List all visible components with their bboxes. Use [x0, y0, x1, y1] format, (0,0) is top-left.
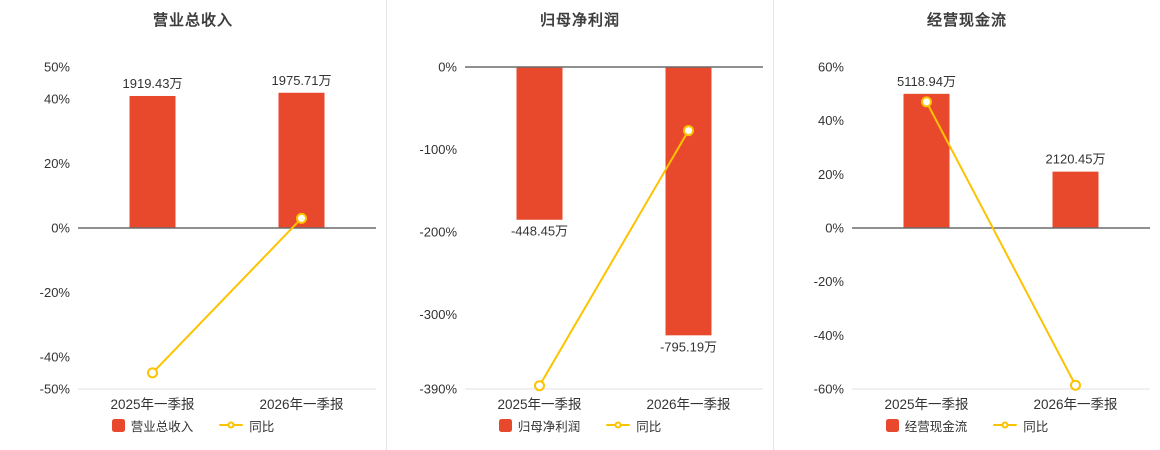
x-axis-label: 2026年一季报: [1033, 397, 1117, 412]
x-axis-label: 2025年一季报: [884, 397, 968, 412]
legend-item-yoy-series[interactable]: 同比: [606, 416, 661, 435]
y-axis-tick-label: -50%: [40, 382, 71, 397]
chart-title-operating-cashflow: 经营现金流: [926, 12, 1007, 29]
yoy-marker: [1070, 379, 1081, 391]
x-axis-label: 2026年一季报: [646, 397, 730, 412]
bar-value-label: 1919.43万: [123, 76, 183, 91]
y-axis-tick-label: -390%: [419, 382, 457, 397]
y-axis-tick-label: -20%: [814, 274, 845, 289]
x-axis-label: 2025年一季报: [497, 397, 581, 412]
legend-item-bar-series[interactable]: 归母净利润: [498, 416, 581, 435]
bar-value-label: 2120.45万: [1046, 152, 1106, 167]
chart-legend: 经营现金流 同比: [885, 415, 1048, 435]
bar: [278, 92, 325, 228]
x-axis-label: 2025年一季报: [110, 397, 194, 412]
bar: [129, 95, 176, 228]
y-axis-tick-label: -300%: [419, 307, 457, 322]
chart-legend: 营业总收入 同比: [111, 415, 274, 435]
y-axis-tick-label: -100%: [419, 142, 457, 157]
yoy-marker: [683, 125, 694, 137]
chart-panel-operating-cashflow: 经营现金流 60% 40% 20% 0% -20% -40% -60% 5118.94万 212…: [773, 0, 1160, 450]
yoy-line: [151, 217, 303, 374]
y-axis-tick-label: 0%: [825, 221, 844, 236]
net-profit-chart: 0% -100% -200% -300% -390% -448.45万 -795.19万 20…: [419, 60, 763, 412]
y-axis-tick-label: 40%: [44, 92, 70, 107]
bar: [516, 67, 563, 220]
y-axis-tick-label: 40%: [818, 113, 844, 128]
y-axis-tick-label: 20%: [818, 167, 844, 182]
total-revenue-chart: 50% 40% 20% 0% -20% -40% -50% 1919.43万 1975.71万 2…: [40, 60, 376, 412]
bar-value-label: 5118.94万: [897, 74, 956, 89]
y-axis-tick-label: -40%: [814, 328, 845, 343]
chart-legend: 归母净利润 同比: [498, 415, 661, 435]
y-axis-tick-label: -200%: [419, 225, 457, 240]
y-axis-tick-label: -20%: [40, 285, 71, 300]
legend-label: 同比: [249, 419, 275, 434]
line-marker-icon: [606, 419, 631, 431]
operating-cashflow-chart: 60% 40% 20% 0% -20% -40% -60% 5118.94万 2120.45万 2…: [814, 60, 1150, 412]
chart-title-total-revenue: 营业总收入: [152, 12, 233, 29]
legend-item-bar-series[interactable]: 经营现金流: [885, 416, 968, 435]
yoy-marker: [921, 96, 932, 108]
legend-item-yoy-series[interactable]: 同比: [993, 416, 1048, 435]
y-axis-tick-label: 50%: [44, 60, 70, 75]
bar-swatch-icon: [111, 418, 125, 432]
bar-value-label: -795.19万: [660, 339, 717, 354]
legend-label: 经营现金流: [904, 419, 968, 434]
bar-value-label: 1975.71万: [272, 73, 332, 88]
legend-item-yoy-series[interactable]: 同比: [219, 416, 274, 435]
x-axis-label: 2026年一季报: [259, 397, 343, 412]
legend-label: 同比: [636, 419, 662, 434]
y-axis-tick-label: 0%: [438, 60, 457, 75]
y-axis-tick-label: 0%: [51, 221, 70, 236]
legend-label: 归母净利润: [517, 419, 581, 434]
legend-label: 营业总收入: [130, 419, 194, 434]
yoy-line: [925, 101, 1077, 386]
y-axis-tick-label: -40%: [40, 349, 71, 364]
bar-swatch-icon: [498, 418, 512, 432]
bar-value-label: -448.45万: [511, 224, 568, 239]
legend-item-bar-series[interactable]: 营业总收入: [111, 416, 194, 435]
y-axis-tick-label: 60%: [818, 60, 844, 75]
chart-panel-total-revenue: 营业总收入 50% 40% 20% 0% -20% -40% -50% 1919.43万 197…: [0, 0, 386, 450]
bar: [903, 93, 950, 228]
chart-title-net-profit: 归母净利润: [539, 12, 620, 29]
chart-panel-net-profit: 归母净利润 0% -100% -200% -300% -390% -448.45万 -795…: [386, 0, 773, 450]
line-marker-icon: [219, 419, 244, 431]
y-axis-tick-label: 20%: [44, 156, 70, 171]
yoy-marker: [147, 367, 158, 379]
line-marker-icon: [993, 419, 1018, 431]
yoy-marker: [296, 212, 307, 224]
yoy-marker: [534, 380, 545, 392]
bar: [665, 67, 712, 336]
yoy-line: [538, 130, 690, 387]
bar-swatch-icon: [885, 418, 899, 432]
y-axis-tick-label: -60%: [814, 382, 845, 397]
bar: [1052, 171, 1099, 228]
legend-label: 同比: [1023, 419, 1049, 434]
